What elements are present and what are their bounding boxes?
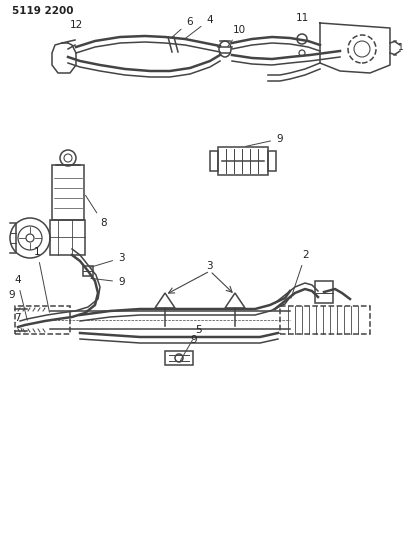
- Text: 6: 6: [172, 17, 193, 37]
- Text: 1: 1: [398, 43, 404, 52]
- Bar: [268, 151, 276, 171]
- Bar: [83, 266, 93, 276]
- Text: 3: 3: [91, 253, 124, 267]
- Bar: [280, 306, 370, 334]
- Bar: [165, 351, 193, 365]
- Bar: [52, 165, 84, 220]
- Text: 9: 9: [91, 277, 124, 287]
- Text: 3: 3: [206, 261, 213, 271]
- Text: 4: 4: [184, 15, 213, 39]
- Bar: [50, 220, 85, 255]
- Text: 7: 7: [14, 313, 22, 331]
- Text: 2: 2: [291, 250, 308, 298]
- Bar: [218, 147, 268, 175]
- Text: 9: 9: [190, 335, 197, 345]
- Text: 12: 12: [70, 20, 83, 30]
- Text: 10: 10: [228, 25, 246, 47]
- Bar: [15, 306, 70, 334]
- Text: 5119 2200: 5119 2200: [12, 6, 73, 16]
- Text: 9: 9: [246, 134, 283, 147]
- Text: 1: 1: [34, 247, 49, 312]
- Text: 8: 8: [86, 195, 106, 228]
- Text: 5: 5: [180, 325, 202, 361]
- Text: 11: 11: [296, 13, 309, 23]
- Text: 4: 4: [14, 275, 27, 320]
- Bar: [315, 281, 333, 303]
- Bar: [210, 151, 218, 171]
- Text: 9: 9: [8, 290, 15, 300]
